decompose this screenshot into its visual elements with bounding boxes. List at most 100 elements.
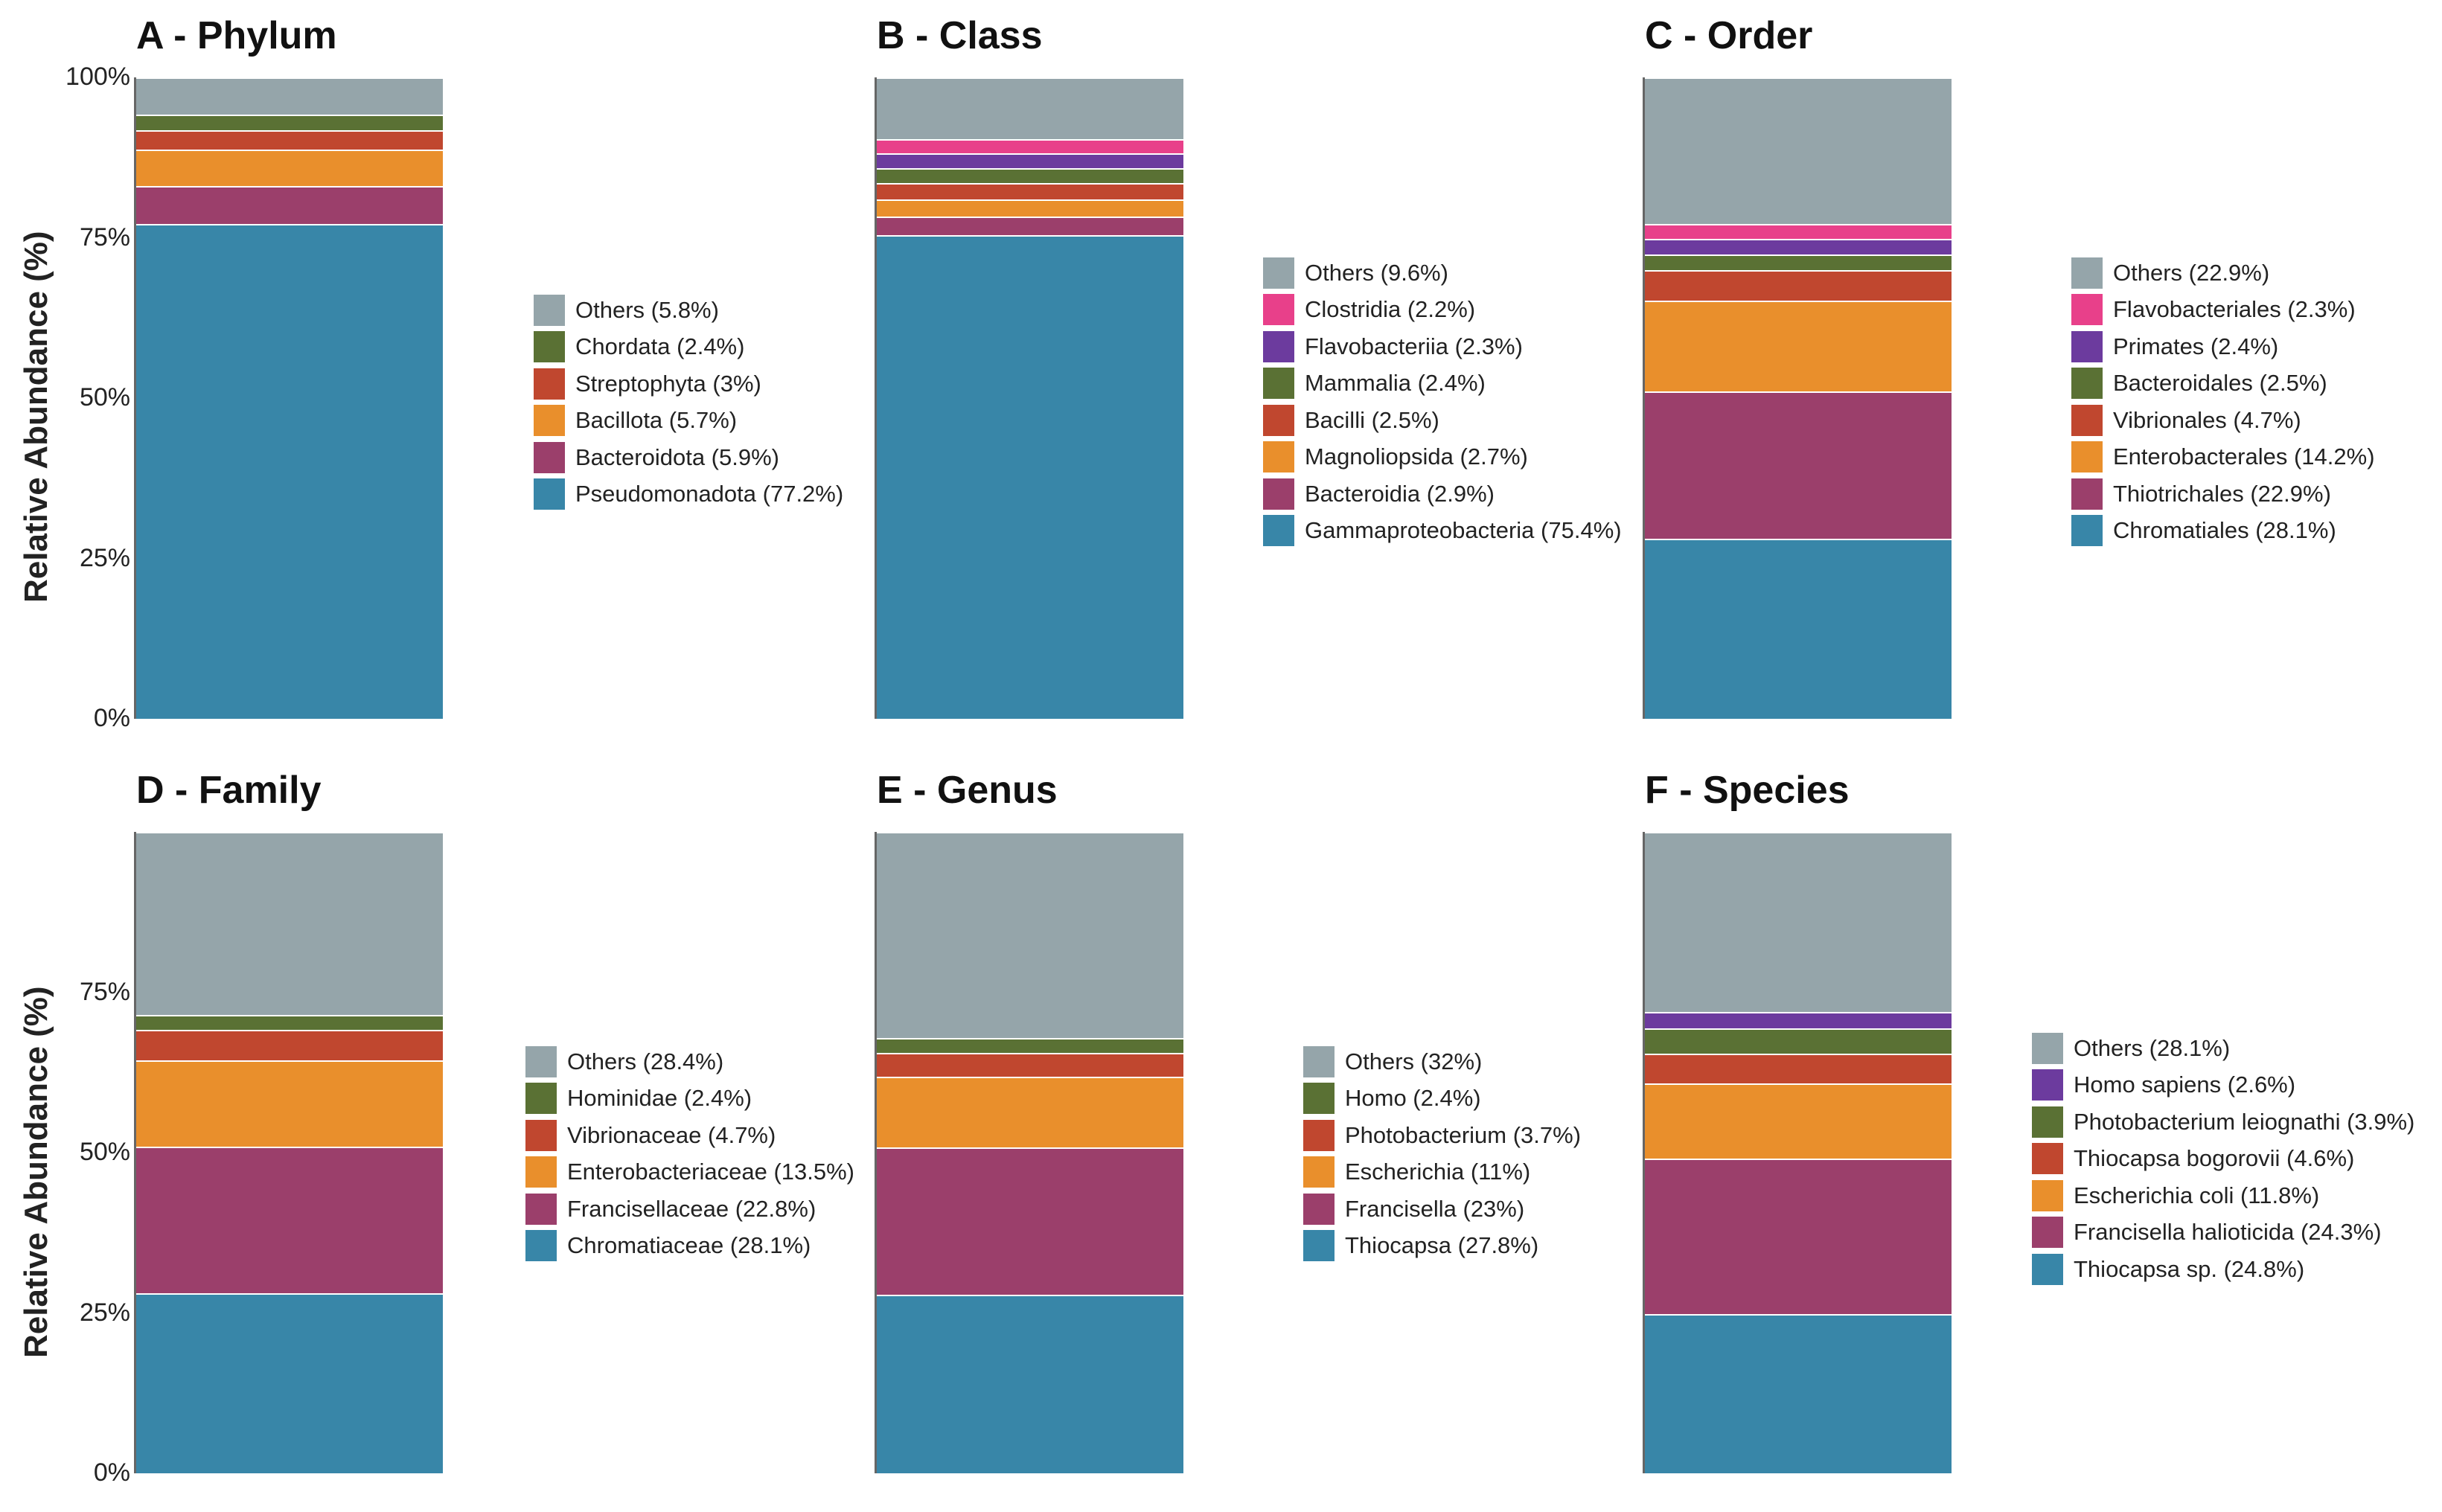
y-axis-line-genus: [875, 832, 877, 1473]
bar-segment: [136, 1060, 443, 1147]
legend-item: Clostridia (2.2%): [1263, 292, 1622, 329]
bar-segment: [1645, 239, 1952, 254]
legend-item: Enterobacterales (14.2%): [2071, 439, 2375, 476]
legend-label: Bacteroidales (2.5%): [2113, 370, 2327, 397]
bar-segment: [136, 832, 443, 1015]
legend-swatch: [525, 1045, 557, 1077]
legend-item: Others (9.6%): [1263, 254, 1622, 292]
legend-swatch: [525, 1083, 557, 1115]
legend-label: Flavobacteriales (2.3%): [2113, 296, 2356, 323]
legend-item: Others (5.8%): [534, 292, 843, 329]
stacked-bar-family: [136, 832, 443, 1473]
legend-label: Pseudomonadota (77.2%): [575, 481, 844, 507]
panel-title-family: D - Family: [136, 769, 322, 812]
y-tick-label: 75%: [79, 222, 130, 252]
legend-item: Thiotrichales (22.9%): [2071, 475, 2375, 513]
legend-label: Bacillota (5.7%): [575, 407, 738, 434]
legend-phylum: Others (5.8%) Chordata (2.4%) Streptophyta…: [534, 292, 843, 513]
legend-swatch: [2071, 368, 2103, 400]
legend-label: Clostridia (2.2%): [1305, 296, 1476, 323]
y-axis-line-class: [875, 77, 877, 719]
stacked-bar-class: [877, 77, 1183, 719]
legend-swatch: [2071, 330, 2103, 362]
legend-swatch: [2032, 1106, 2063, 1138]
bar-segment: [1645, 270, 1952, 301]
legend-label: Francisella (23%): [1345, 1195, 1525, 1222]
bar-segment: [877, 235, 1183, 719]
legend-item: Escherichia coli (11.8%): [2032, 1177, 2414, 1214]
legend-item: Magnoliopsida (2.7%): [1263, 439, 1622, 476]
legend-swatch: [1263, 441, 1294, 473]
legend-swatch: [525, 1230, 557, 1262]
legend-item: Pseudomonadota (77.2%): [534, 476, 843, 513]
panel-title-genus: E - Genus: [877, 769, 1058, 812]
legend-label: Others (28.1%): [2074, 1034, 2231, 1061]
bar-segment: [877, 1077, 1183, 1148]
legend-item: Bacteroidales (2.5%): [2071, 365, 2375, 403]
y-axis-label-top: Relative Abundance (%): [18, 231, 54, 603]
bar-segment: [1645, 77, 1952, 225]
legend-species: Others (28.1%) Homo sapiens (2.6%) Photoba…: [2032, 1030, 2414, 1288]
legend-item: Escherichia (11%): [1303, 1154, 1581, 1191]
y-tick-label: 75%: [79, 977, 130, 1006]
legend-label: Photobacterium leiognathi (3.9%): [2074, 1108, 2415, 1135]
stacked-bar-species: [1645, 832, 1952, 1473]
stacked-bar-genus: [877, 832, 1183, 1473]
legend-label: Streptophyta (3%): [575, 370, 761, 397]
legend-label: Enterobacterales (14.2%): [2113, 443, 2375, 470]
legend-item: Homo (2.4%): [1303, 1080, 1581, 1118]
legend-label: Bacteroidia (2.9%): [1305, 480, 1495, 507]
legend-label: Photobacterium (3.7%): [1345, 1121, 1582, 1148]
bar-segment: [877, 1147, 1183, 1295]
stacked-bar-phylum: [136, 77, 443, 719]
bar-segment: [877, 183, 1183, 199]
bar-segment: [877, 832, 1183, 1038]
legend-item: Others (22.9%): [2071, 254, 2375, 292]
legend-label: Gammaproteobacteria (75.4%): [1305, 517, 1622, 544]
bar-segment: [877, 199, 1183, 217]
bar-segment: [136, 1030, 443, 1060]
panel-title-species: F - Species: [1645, 769, 1850, 812]
legend-swatch: [534, 478, 565, 510]
legend-label: Others (32%): [1345, 1048, 1483, 1074]
legend-swatch: [2071, 478, 2103, 510]
legend-swatch: [2032, 1032, 2063, 1064]
legend-item: Flavobacteriales (2.3%): [2071, 292, 2375, 329]
bar-segment: [877, 1053, 1183, 1077]
legend-item: Chordata (2.4%): [534, 329, 843, 366]
legend-swatch: [2032, 1179, 2063, 1211]
bar-segment: [136, 1292, 443, 1473]
legend-item: Vibrionales (4.7%): [2071, 402, 2375, 439]
bar-segment: [877, 167, 1183, 184]
legend-swatch: [1263, 515, 1294, 547]
y-axis-line-order: [1643, 77, 1645, 719]
bar-segment: [1645, 1314, 1952, 1473]
legend-item: Flavobacteriia (2.3%): [1263, 328, 1622, 365]
legend-label: Others (28.4%): [567, 1048, 724, 1074]
legend-swatch: [534, 441, 565, 473]
bar-segment: [877, 217, 1183, 236]
y-tick-label: 25%: [79, 543, 130, 572]
y-tick-label: 0%: [93, 1458, 130, 1487]
legend-item: Francisellaceae (22.8%): [525, 1191, 854, 1228]
legend-label: Thiotrichales (22.9%): [2113, 480, 2331, 507]
legend-label: Homo sapiens (2.6%): [2074, 1071, 2296, 1098]
legend-item: Primates (2.4%): [2071, 328, 2375, 365]
legend-item: Bacteroidia (2.9%): [1263, 475, 1622, 513]
legend-swatch: [1303, 1156, 1335, 1188]
legend-item: Others (28.1%): [2032, 1030, 2414, 1067]
legend-item: Chromatiaceae (28.1%): [525, 1228, 854, 1265]
legend-label: Vibrionales (4.7%): [2113, 406, 2301, 433]
legend-item: Bacillota (5.7%): [534, 403, 843, 440]
bar-segment: [136, 1147, 443, 1293]
bar-segment: [1645, 224, 1952, 240]
legend-swatch: [525, 1193, 557, 1225]
legend-label: Bacteroidota (5.9%): [575, 443, 779, 470]
legend-label: Flavobacteriia (2.3%): [1305, 333, 1523, 359]
legend-item: Photobacterium (3.7%): [1303, 1117, 1581, 1154]
y-axis-line-phylum: [134, 77, 136, 719]
legend-label: Others (9.6%): [1305, 259, 1448, 286]
legend-item: Photobacterium leiognathi (3.9%): [2032, 1103, 2414, 1141]
legend-item: Francisella (23%): [1303, 1191, 1581, 1228]
stacked-bar-order: [1645, 77, 1952, 719]
